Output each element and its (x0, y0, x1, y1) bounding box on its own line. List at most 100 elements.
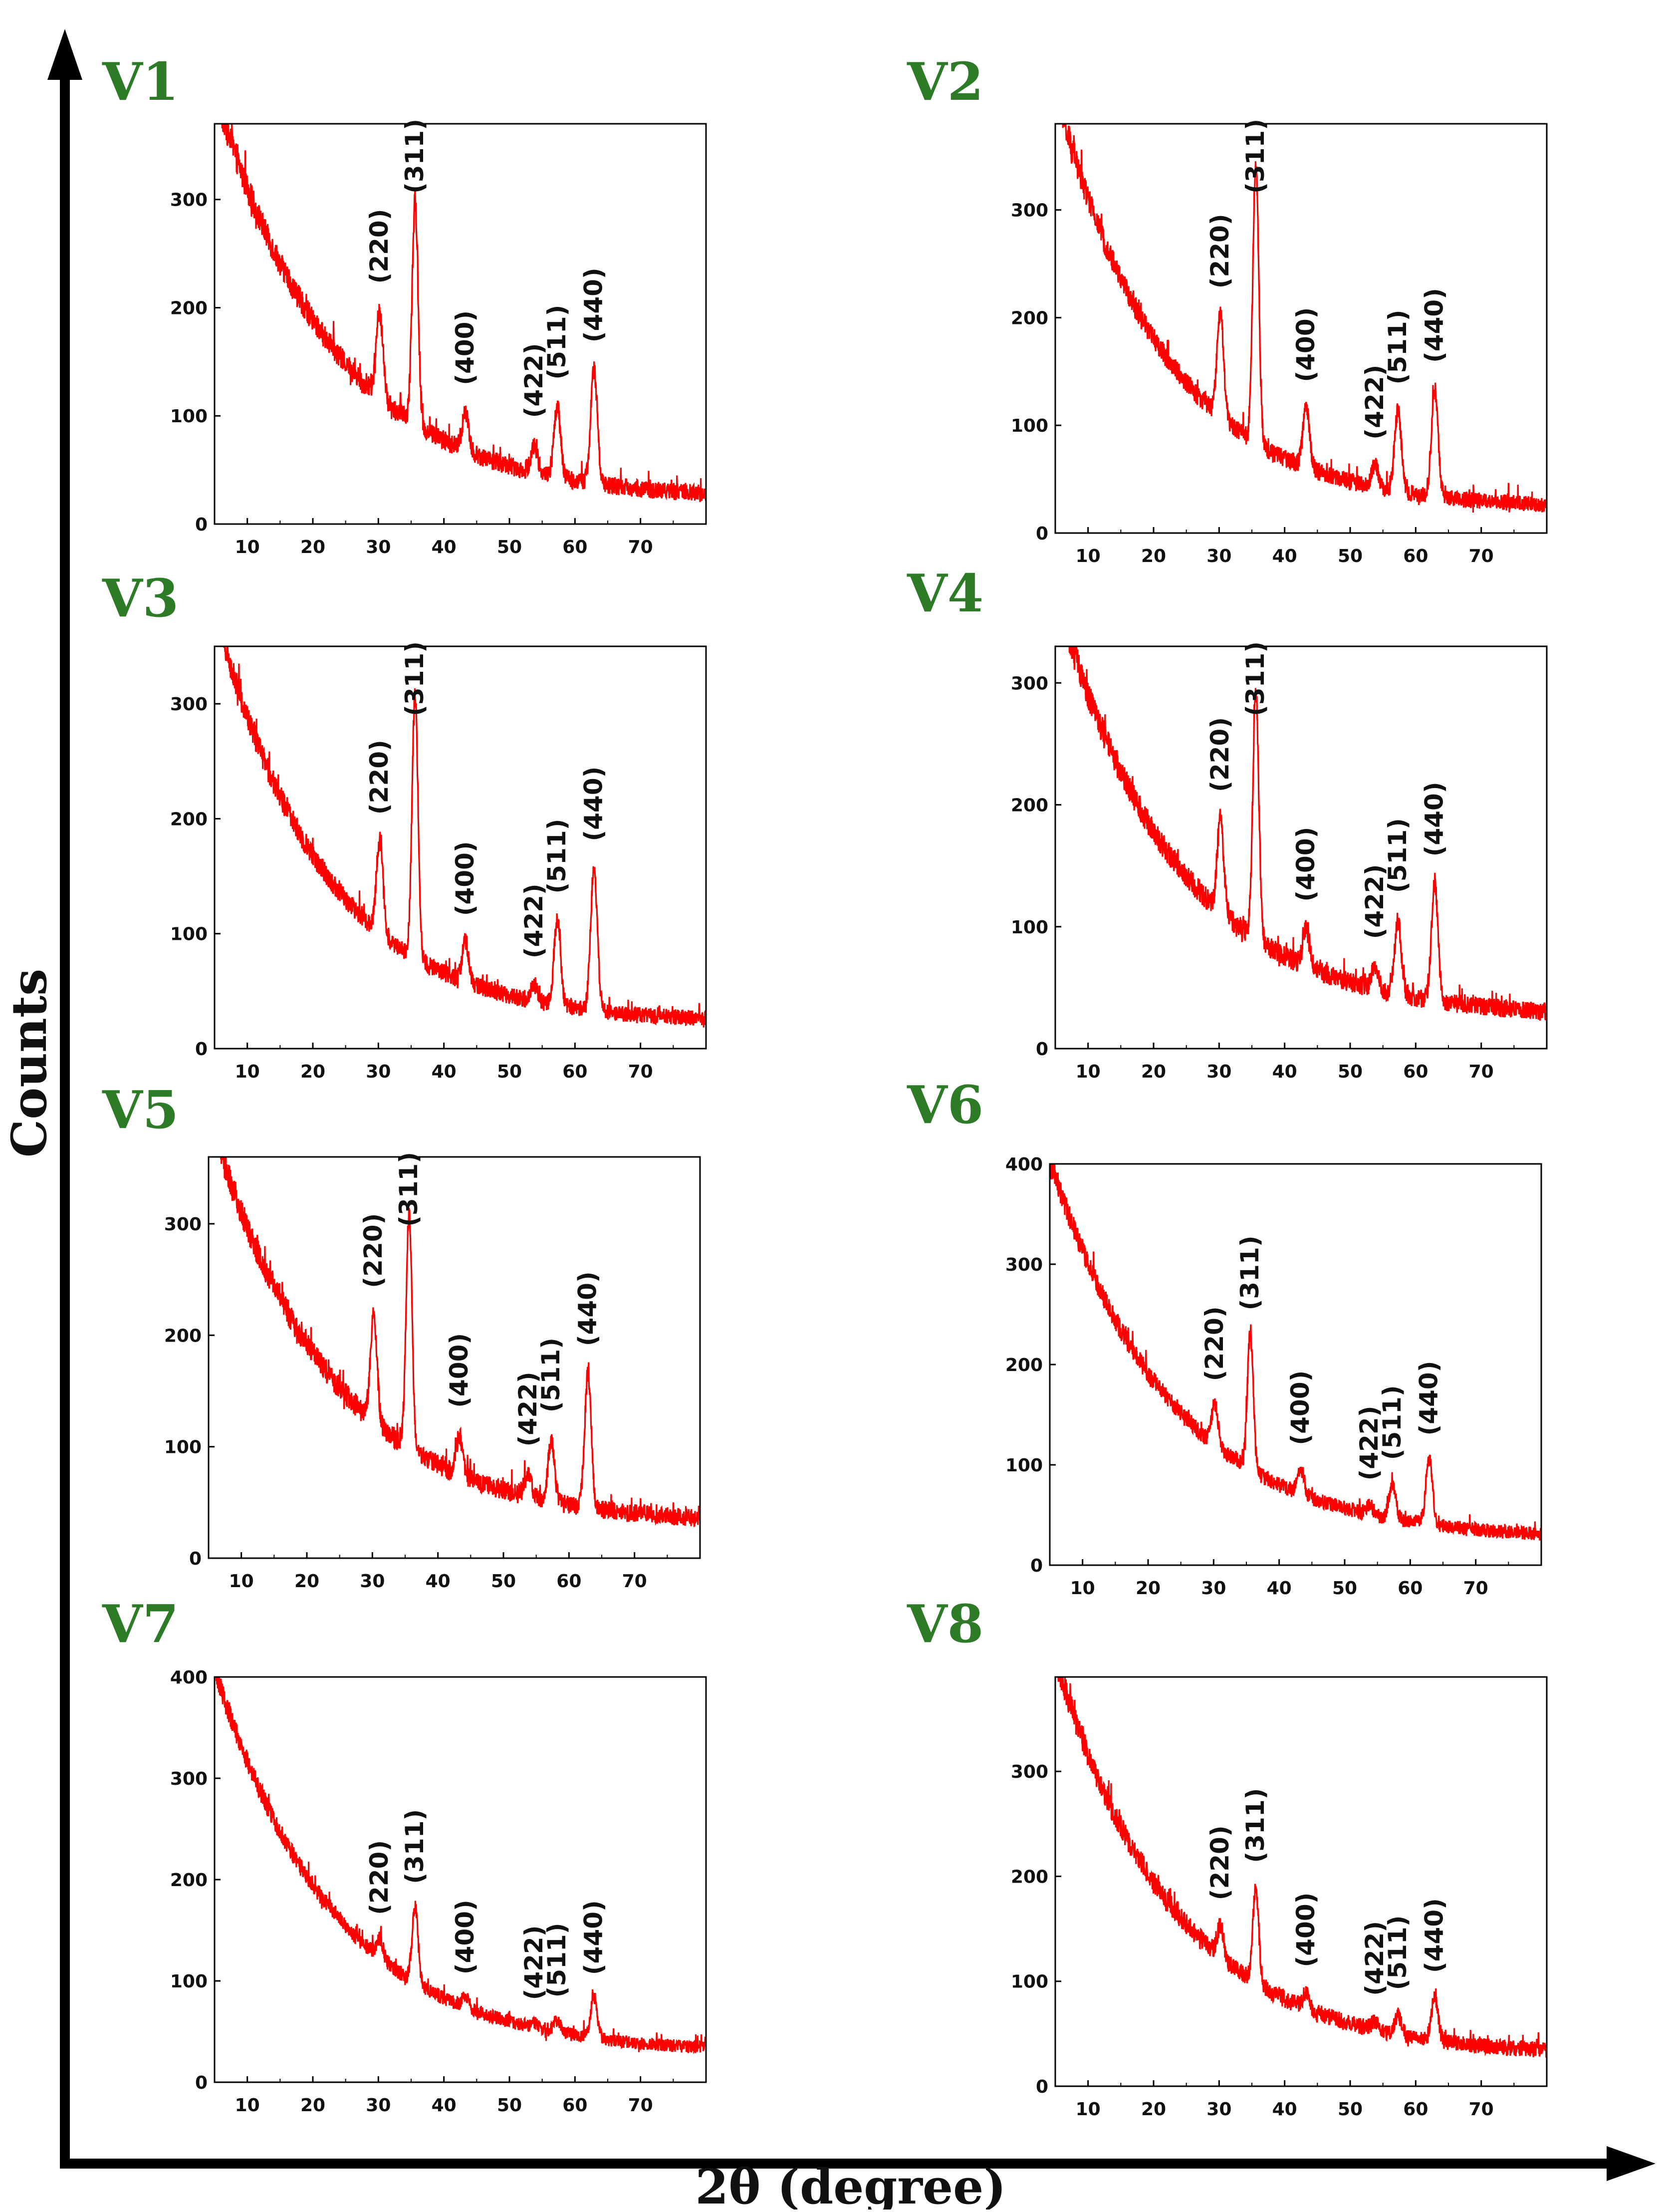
plot-frame (214, 123, 707, 525)
x-tick-label: 60 (562, 537, 587, 557)
peak-label-422: (422) (513, 1372, 542, 1446)
panel-v4: V4 10 20 30 40 50 60 70 0 100 200 300 (220)(311) (400… (907, 562, 1548, 1082)
panel-label: V5 (102, 1079, 179, 1140)
peak-label-311: (311) (1241, 641, 1270, 716)
y-tick-label: 300 (1011, 201, 1048, 221)
xrd-trace (1068, 646, 1547, 1021)
y-tick-label: 0 (195, 2073, 208, 2093)
x-tick-label: 30 (366, 2095, 391, 2116)
peak-label-220: (220) (359, 1213, 388, 1288)
panel-v7: V7 10 20 30 40 50 60 70 0 100 200 300 400 (220) (311) (… (102, 1593, 707, 2116)
peak-label-311: (311) (394, 1152, 423, 1227)
y-tick-label: 200 (1005, 1355, 1043, 1376)
x-axis-arrowhead (1607, 2146, 1656, 2181)
x-tick-label: 40 (432, 537, 457, 557)
x-tick-label: 70 (1469, 546, 1494, 566)
x-tick-label: 70 (1469, 2099, 1494, 2120)
y-tick-label: 0 (195, 1039, 208, 1060)
peak-label-311: (311) (1241, 1788, 1270, 1863)
y-tick-label: 400 (170, 1667, 208, 1688)
panel-label: V3 (102, 567, 179, 629)
x-tick-label: 40 (432, 2095, 457, 2116)
peak-label-422: (422) (1360, 1921, 1389, 1996)
panel-v1: V1 10 20 30 40 50 60 70 0 100 200 300 (220)(311) (400… (102, 51, 707, 557)
x-tick-label: 10 (1076, 2099, 1101, 2120)
peak-label-220: (220) (1205, 1825, 1234, 1900)
x-tick-label: 70 (622, 1571, 647, 1592)
x-tick-label: 40 (1267, 1578, 1292, 1599)
x-tick-label: 50 (1332, 1578, 1357, 1599)
y-tick-label: 0 (1030, 1556, 1043, 1576)
peak-label-311: (311) (400, 1809, 429, 1884)
x-tick-label: 20 (294, 1571, 319, 1592)
peak-label-220: (220) (1200, 1306, 1229, 1381)
peak-label-440: (440) (579, 767, 608, 841)
x-tick-label: 40 (1272, 1062, 1297, 1082)
panel-label: V8 (907, 1593, 983, 1655)
peak-label-440: (440) (1420, 782, 1448, 856)
xrd-trace (1062, 124, 1547, 513)
xrd-trace (221, 124, 706, 503)
xrd-trace (223, 646, 706, 1028)
panel-v5: V5 10 20 30 40 50 60 70 0 100 200 300 (220)(311) (400… (102, 1079, 701, 1592)
peak-label-511: (511) (542, 819, 571, 893)
peak-label-400: (400) (451, 841, 479, 916)
peak-label-311: (311) (1241, 119, 1270, 194)
peak-label-511: (511) (542, 305, 571, 380)
y-tick-label: 300 (170, 1769, 208, 1789)
panel-label: V4 (907, 562, 983, 624)
x-tick-label: 50 (1338, 546, 1363, 566)
peak-label-440: (440) (1420, 288, 1448, 363)
peak-label-440: (440) (573, 1271, 602, 1346)
peak-label-511: (511) (536, 1338, 565, 1412)
panel-label: V2 (907, 51, 983, 112)
peak-label-220: (220) (1205, 214, 1234, 288)
y-tick-label: 100 (1011, 1972, 1048, 1992)
x-tick-label: 70 (628, 2095, 653, 2116)
x-tick-label: 40 (1272, 2099, 1297, 2120)
y-tick-label: 100 (1011, 416, 1048, 436)
xrd-trace (1050, 1164, 1541, 1541)
x-axis-title: 2θ (degree) (695, 2159, 1006, 2210)
peak-label-511: (511) (1383, 1915, 1412, 1990)
x-tick-label: 60 (1403, 1062, 1428, 1082)
peak-label-220: (220) (365, 1840, 394, 1915)
peak-label-422: (422) (519, 343, 548, 418)
peak-label-400: (400) (1291, 307, 1320, 382)
y-tick-label: 100 (1011, 917, 1048, 938)
peak-label-440: (440) (579, 268, 608, 342)
peak-label-220: (220) (1205, 717, 1234, 792)
y-tick-label: 200 (170, 809, 208, 830)
peak-label-422: (422) (519, 1925, 548, 2000)
x-tick-label: 10 (229, 1571, 254, 1592)
plot-frame (208, 1156, 701, 1559)
peak-label-440: (440) (1420, 1898, 1448, 1973)
x-tick-label: 10 (235, 1062, 260, 1082)
xrd-trace (1057, 1677, 1547, 2058)
peak-label-511: (511) (1383, 309, 1412, 384)
panel-label: V6 (907, 1074, 983, 1135)
y-tick-label: 300 (170, 694, 208, 715)
peak-label-220: (220) (365, 209, 394, 283)
x-tick-label: 50 (1338, 2099, 1363, 2120)
peak-label-422: (422) (1360, 864, 1389, 939)
peak-label-400: (400) (1286, 1371, 1315, 1445)
y-tick-label: 100 (170, 924, 208, 945)
x-tick-label: 60 (1403, 2099, 1428, 2120)
x-tick-label: 50 (497, 2095, 522, 2116)
plot-frame (1054, 645, 1548, 1050)
x-tick-label: 30 (366, 1062, 391, 1082)
plot-frame (1054, 123, 1548, 534)
panel-v6: V6 10 20 30 40 50 60 70 0 100 200 300 400 (220)(311) (… (907, 1074, 1542, 1599)
panel-v8: V8 10 20 30 40 50 60 70 0 100 200 300 (220) (311) (400… (907, 1593, 1548, 2120)
y-tick-label: 100 (170, 406, 208, 427)
y-tick-label: 100 (170, 1971, 208, 1992)
x-tick-label: 10 (1076, 546, 1101, 566)
peak-label-511: (511) (1383, 818, 1412, 893)
x-tick-label: 20 (1141, 2099, 1166, 2120)
x-tick-label: 70 (628, 537, 653, 557)
y-tick-label: 200 (170, 1870, 208, 1891)
peak-label-311: (311) (400, 641, 429, 716)
